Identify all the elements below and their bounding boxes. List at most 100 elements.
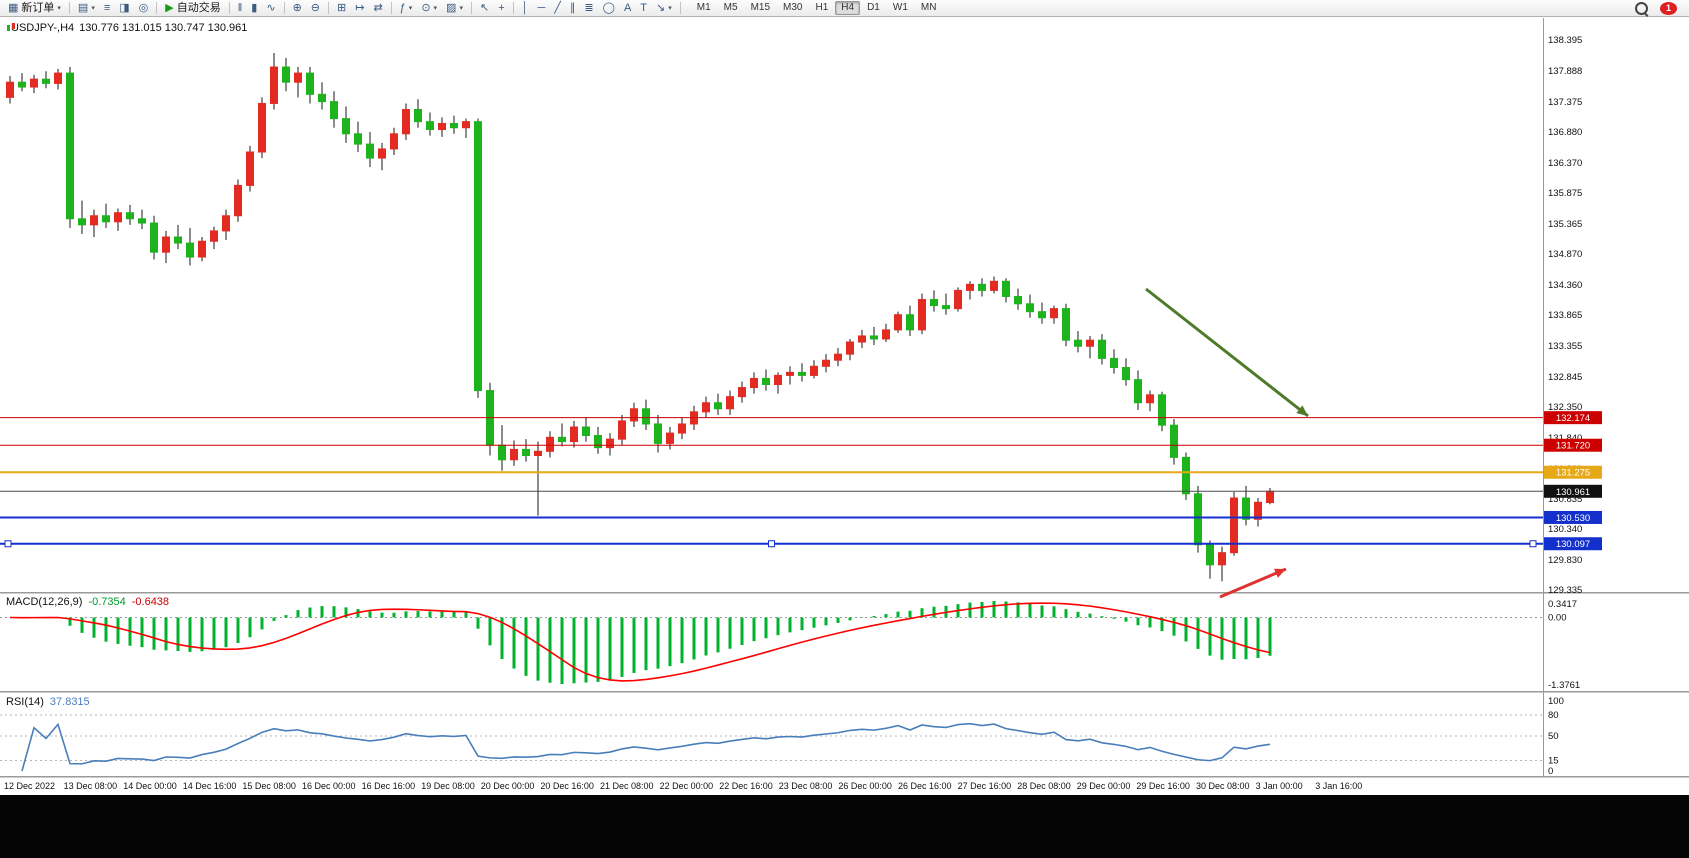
time-axis-label: 14 Dec 16:00 [183,781,237,791]
timeframe-mn-button[interactable]: MN [920,2,937,13]
macd-indicator-label: MACD(12,26,9) -0.7354 -0.6438 [6,596,169,608]
line-chart-button[interactable]: ∿ [262,1,279,16]
toolbar-separator [470,2,472,14]
price-badge-value: 130.097 [1556,539,1590,550]
rsi-value: 37.8315 [49,696,90,708]
time-axis-label: 30 Dec 08:00 [1196,781,1250,791]
price-axis-label: 133.355 [1548,341,1582,352]
timeframe-h4-button[interactable]: H4 [835,1,861,15]
templates-icon: ▨ [446,1,457,14]
new-order-icon: ▦ [8,1,19,14]
price-badge [1544,465,1602,479]
candle-chart-icon: ▮ [251,1,258,14]
profiles-dropdown-icon[interactable]: ▾ [91,5,95,12]
tile-windows-icon: ⊞ [337,1,347,14]
new-order-dropdown-icon[interactable]: ▾ [57,5,61,12]
arrow-objects-button[interactable]: ↘ ▾ [652,1,676,16]
profiles-button[interactable]: ▤ ▾ [74,1,99,16]
text-icon: A [623,1,632,14]
candle-chart-button[interactable]: ▮ [247,1,261,16]
time-axis-label: 15 Dec 08:00 [242,781,296,791]
horizontal-line-button[interactable]: ─ [534,1,550,16]
chart-canvas[interactable]: 138.395 137.888 137.375 136.880 136.370 135.8… [0,18,1689,795]
trend-arrow-down[interactable] [1145,287,1309,418]
periods-button[interactable]: ⊙ ▾ [417,1,441,16]
macd-name: MACD(12,26,9) [6,596,83,608]
templates-button[interactable]: ▨ ▾ [442,1,467,16]
new-order-button[interactable]: ▦ 新订单 ▾ [4,1,65,16]
time-axis-label: 26 Dec 16:00 [898,781,952,791]
fibonacci-button[interactable]: ≣ [580,1,597,16]
rsi-axis-label: 0 [1548,766,1553,777]
time-axis-label: 27 Dec 16:00 [958,781,1012,791]
data-window-button[interactable]: ◨ [115,1,133,16]
profiles-icon: ▤ [77,1,89,14]
text-label-button[interactable]: T [636,1,651,16]
toolbar-buttons: ▦ 新订单 ▾ ▤ ▾ ≡ ◨ ◎ ▶ 自动交易 ‖ ▮ ∿ ⊕ ⊖ ⊞ ↦ ⇄ ƒ ▾ ⊙ ▾ ▨ ▾ ↖ + │ ─ ╱ ∥ ≣ ◯ A T ↘… [4,1,684,16]
bar-chart-button[interactable]: ‖ [234,1,247,16]
rsi-axis-label: 50 [1548,731,1559,742]
line-handle[interactable] [4,540,12,548]
timeframe-m15-button[interactable]: M15 [750,2,771,13]
zoom-out-button[interactable]: ⊖ [307,1,324,16]
price-badge [1544,510,1602,524]
macd-axis-label: 0.00 [1548,612,1567,623]
time-axis-label: 12 Dec 2022 [4,781,55,791]
timeframe-m5-button[interactable]: M5 [723,2,738,13]
text-button[interactable]: A [620,1,635,16]
price-badge [1544,411,1602,425]
price-badge [1544,438,1602,452]
arrow-objects-dropdown-icon[interactable]: ▾ [668,5,672,12]
search-icon[interactable] [1635,1,1648,15]
market-watch-icon: ≡ [103,1,111,14]
zoom-in-button[interactable]: ⊕ [289,1,306,16]
price-badge-value: 130.530 [1556,513,1590,524]
timeframe-h1-button[interactable]: H1 [815,2,829,13]
trendline-button[interactable]: ╱ [550,1,565,16]
crosshair-button[interactable]: + [494,1,508,16]
indicators-dropdown-icon[interactable]: ▾ [408,5,413,12]
price-axis-label: 134.360 [1548,280,1582,291]
autotrading-button[interactable]: ▶ 自动交易 [161,1,224,16]
trendline-icon: ╱ [554,1,561,14]
periods-icon: ⊙ [421,1,431,14]
navigator-button[interactable]: ◎ [135,1,153,16]
bounce-arrow-up[interactable] [1219,567,1287,599]
cursor-button[interactable]: ↖ [476,1,493,16]
periods-dropdown-icon[interactable]: ▾ [433,5,438,12]
price-badge-value: 130.961 [1556,487,1590,498]
line-handle[interactable] [1529,540,1537,548]
toolbar: ▦ 新订单 ▾ ▤ ▾ ≡ ◨ ◎ ▶ 自动交易 ‖ ▮ ∿ ⊕ ⊖ ⊞ ↦ ⇄ ƒ ▾ ⊙ ▾ ▨ ▾ ↖ + │ ─ ╱ ∥ ≣ ◯ A T ↘… [0,0,1689,17]
price-axis-label: 133.865 [1548,310,1582,321]
indicators-button[interactable]: ƒ ▾ [396,1,417,16]
toolbar-separator [679,2,681,14]
shapes-icon: ◯ [602,1,615,14]
notification-badge[interactable]: 1 [1660,1,1677,15]
chart-symbol-period: USDJPY-,H4 [11,22,75,34]
channel-button[interactable]: ∥ [566,1,580,16]
time-axis-label: 3 Jan 16:00 [1315,781,1362,791]
bar-chart-icon: ‖ [237,1,243,14]
vertical-line-button[interactable]: │ [518,1,533,16]
line-handle[interactable] [768,540,775,548]
timeframe-m30-button[interactable]: M30 [783,2,803,13]
price-axis-label: 130.340 [1548,524,1582,535]
time-axis-label: 14 Dec 00:00 [123,781,177,791]
price-axis-label: 132.350 [1548,402,1582,413]
templates-dropdown-icon[interactable]: ▾ [459,5,463,12]
price-badge [1544,484,1602,498]
price-badge-value: 131.275 [1556,468,1590,479]
market-watch-button[interactable]: ≡ [100,1,114,16]
timeframe-m1-button[interactable]: M1 [696,2,711,13]
autotrading-icon: ▶ [165,1,174,14]
auto-scroll-button[interactable]: ↦ [351,1,368,16]
timeframe-d1-button[interactable]: D1 [867,2,880,13]
chart-shift-button[interactable]: ⇄ [369,1,386,16]
shapes-button[interactable]: ◯ [599,1,619,16]
time-axis-label: 22 Dec 00:00 [660,781,714,791]
time-axis-label: 3 Jan 00:00 [1256,781,1303,791]
time-axis-label: 29 Dec 00:00 [1077,781,1131,791]
tile-windows-button[interactable]: ⊞ [333,1,350,16]
timeframe-w1-button[interactable]: W1 [892,2,908,13]
toolbar-separator [228,2,230,14]
